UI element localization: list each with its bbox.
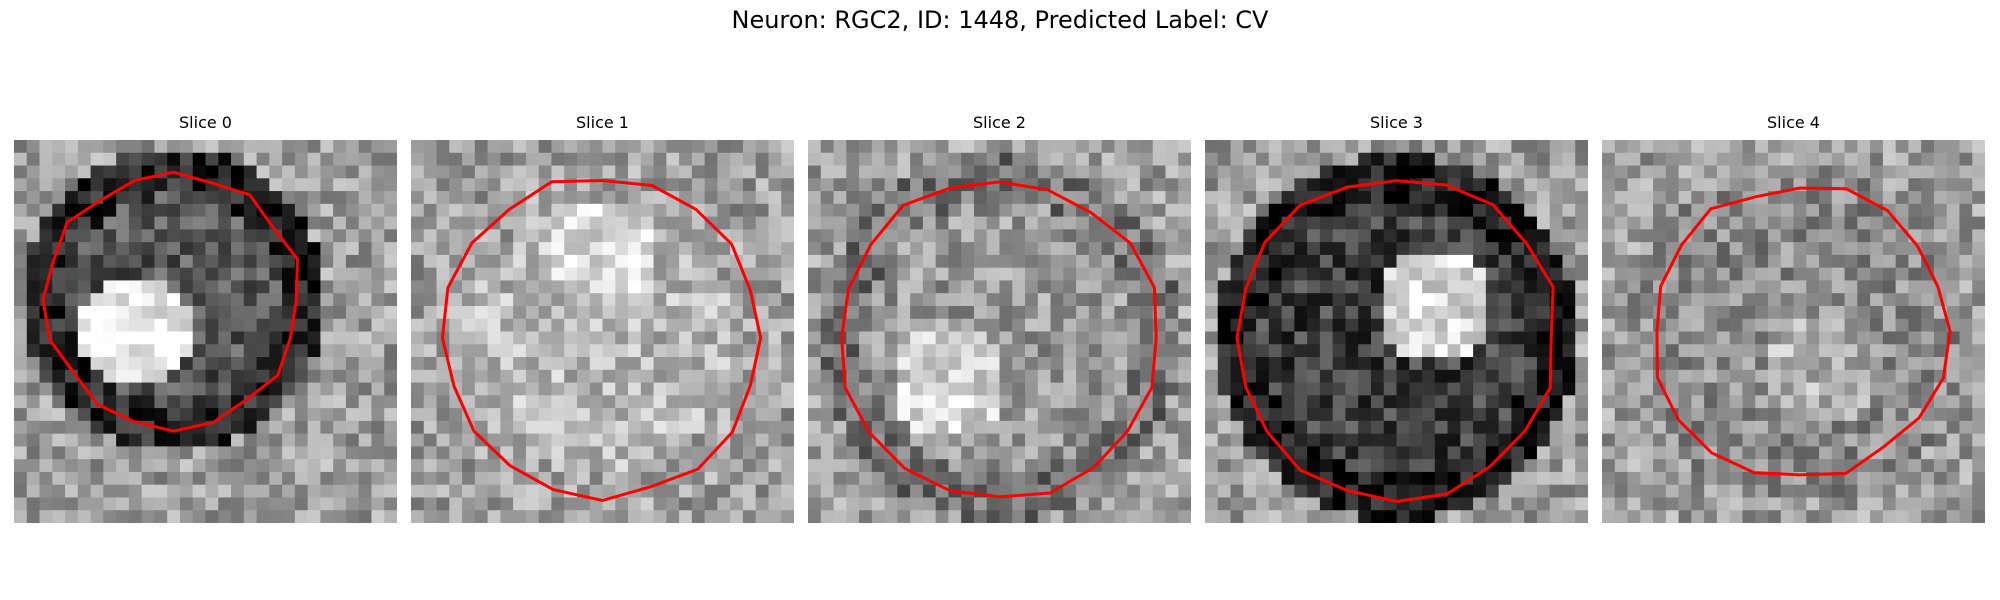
slice-image-4 <box>1602 140 1985 523</box>
slice-title-2: Slice 2 <box>973 113 1026 132</box>
slice-panel-0: Slice 0 <box>14 112 397 523</box>
cell-contour-2 <box>840 180 1158 499</box>
cell-contour-0 <box>41 170 300 433</box>
slice-image-3 <box>1205 140 1588 523</box>
slice-image-1 <box>411 140 794 523</box>
slice-title-1: Slice 1 <box>576 113 629 132</box>
slice-panel-3: Slice 3 <box>1205 112 1588 523</box>
figure-title: Neuron: RGC2, ID: 1448, Predicted Label:… <box>731 6 1269 34</box>
slice-image-2 <box>808 140 1191 523</box>
slice-image-0 <box>14 140 397 523</box>
slice-title-4: Slice 4 <box>1767 113 1820 132</box>
slice-panel-1: Slice 1 <box>411 112 794 523</box>
slice-panel-2: Slice 2 <box>808 112 1191 523</box>
slice-title-3: Slice 3 <box>1370 113 1423 132</box>
cell-contour-4 <box>1655 186 1952 477</box>
slice-panel-4: Slice 4 <box>1602 112 1985 523</box>
slice-title-0: Slice 0 <box>179 113 232 132</box>
cell-contour-1 <box>440 178 763 503</box>
cell-contour-3 <box>1235 179 1555 504</box>
